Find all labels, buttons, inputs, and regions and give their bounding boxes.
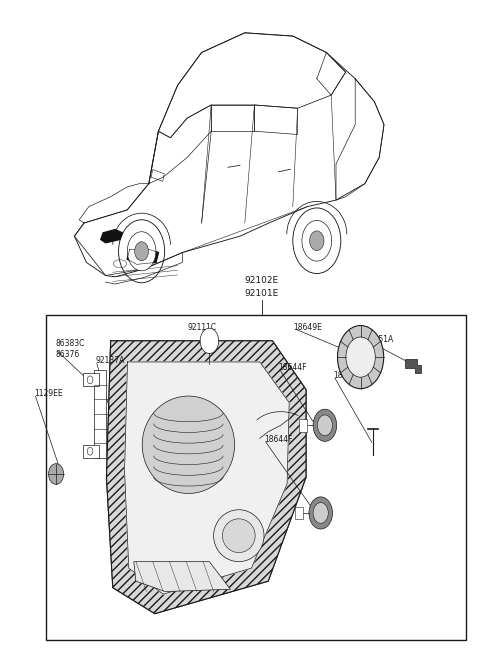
Text: 18644F: 18644F	[264, 435, 292, 444]
Circle shape	[309, 497, 333, 529]
Polygon shape	[405, 359, 421, 373]
Circle shape	[310, 231, 324, 251]
Bar	[299, 419, 307, 432]
Text: 86383C
86376: 86383C 86376	[55, 339, 84, 359]
Circle shape	[302, 220, 332, 261]
Circle shape	[87, 447, 93, 455]
Circle shape	[337, 325, 384, 388]
Circle shape	[87, 376, 93, 384]
Circle shape	[200, 328, 219, 354]
Text: 18649E: 18649E	[293, 323, 322, 333]
Text: 92102E: 92102E	[244, 276, 279, 285]
Circle shape	[346, 337, 375, 377]
Text: 92111C: 92111C	[187, 323, 216, 333]
Circle shape	[48, 464, 64, 484]
Circle shape	[127, 232, 156, 271]
Bar	[84, 445, 99, 458]
Polygon shape	[101, 230, 122, 243]
Polygon shape	[134, 562, 230, 592]
Text: 92101E: 92101E	[244, 289, 279, 298]
Text: 92137A: 92137A	[96, 356, 125, 365]
Text: 18644F: 18644F	[278, 363, 307, 372]
Polygon shape	[107, 341, 306, 613]
Bar	[84, 373, 99, 386]
Ellipse shape	[222, 519, 255, 552]
Text: 18643D: 18643D	[334, 371, 364, 380]
Polygon shape	[125, 362, 289, 594]
Circle shape	[135, 242, 148, 260]
Bar	[295, 506, 303, 520]
Ellipse shape	[214, 510, 264, 562]
Polygon shape	[107, 341, 306, 613]
Circle shape	[313, 409, 336, 441]
Bar	[94, 370, 107, 458]
Circle shape	[313, 502, 328, 523]
Polygon shape	[127, 249, 158, 264]
Ellipse shape	[113, 260, 127, 268]
Bar	[46, 315, 466, 640]
Bar	[151, 169, 164, 181]
Text: 92151A: 92151A	[365, 335, 394, 344]
Circle shape	[317, 415, 333, 436]
Text: 1129EE: 1129EE	[35, 389, 63, 398]
Ellipse shape	[142, 396, 235, 493]
